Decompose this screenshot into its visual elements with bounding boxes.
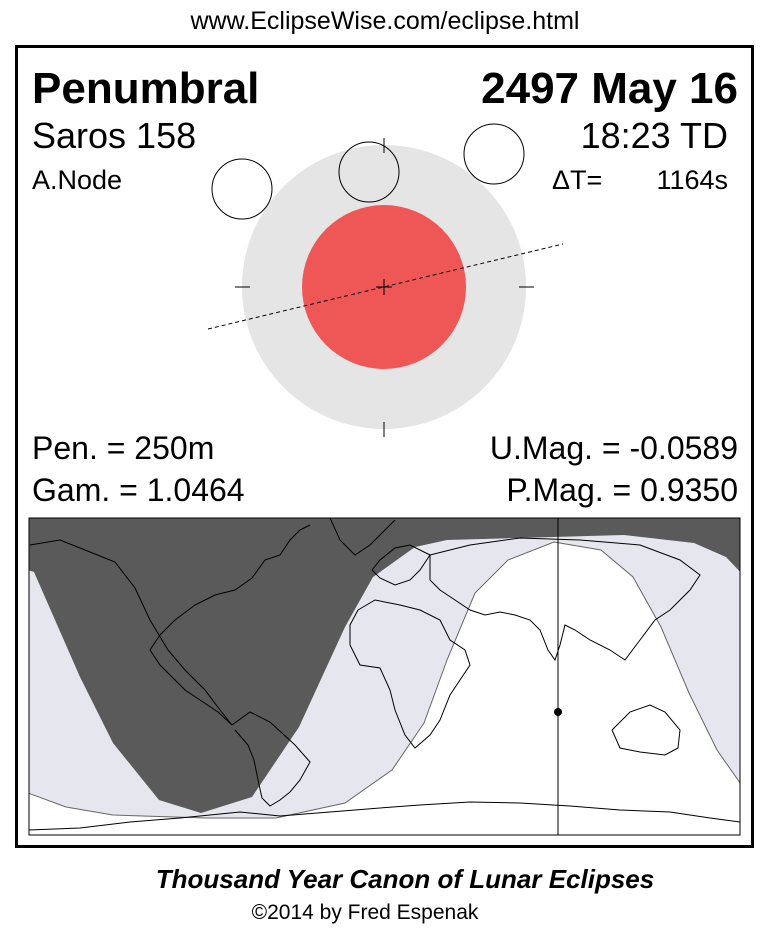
map-border — [28, 517, 741, 836]
eclipse-type: Penumbral — [32, 64, 260, 113]
delta-t-value: 1164s — [656, 165, 728, 195]
delta-t-label: ΔT= — [552, 165, 603, 195]
coastlines — [29, 518, 740, 831]
moon-last-contact — [463, 123, 525, 185]
antarctica-coast — [29, 801, 740, 831]
world-visibility-map — [29, 518, 740, 835]
axis-ticks — [235, 138, 534, 437]
penumbral-duration: Pen. = 250m — [32, 430, 215, 466]
penumbral-magnitude: P.Mag. = 0.9350 — [506, 472, 738, 508]
eclipse-date: 2497 May 16 — [481, 64, 738, 113]
node-label: A.Node — [32, 165, 123, 195]
australia-coast — [611, 704, 681, 756]
south-america-coast — [231, 711, 311, 807]
gamma-value: Gam. = 1.0464 — [32, 472, 245, 508]
eclipse-time: 18:23 TD — [580, 115, 728, 156]
moon-greatest-eclipse — [338, 141, 400, 203]
footer-title: Thousand Year Canon of Lunar Eclipses — [155, 864, 655, 894]
map-night-region — [29, 518, 740, 813]
map-day-region — [29, 541, 740, 835]
umbral-magnitude: U.Mag. = -0.0589 — [489, 430, 738, 466]
asia-coast — [429, 537, 701, 662]
greatest-eclipse-point — [554, 708, 562, 716]
url-text[interactable]: www.EclipseWise.com/eclipse.html — [190, 7, 580, 35]
africa-coast — [349, 599, 471, 749]
moon-first-contact — [211, 158, 273, 220]
moon-path-line — [207, 243, 564, 330]
saros-number: Saros 158 — [32, 115, 197, 156]
footer-copyright: ©2014 by Fred Espenak — [251, 901, 479, 924]
north-america-coast — [29, 524, 311, 726]
europe-coast — [371, 544, 431, 586]
eclipse-panel-frame — [15, 45, 754, 848]
greenland-coast — [329, 518, 396, 556]
